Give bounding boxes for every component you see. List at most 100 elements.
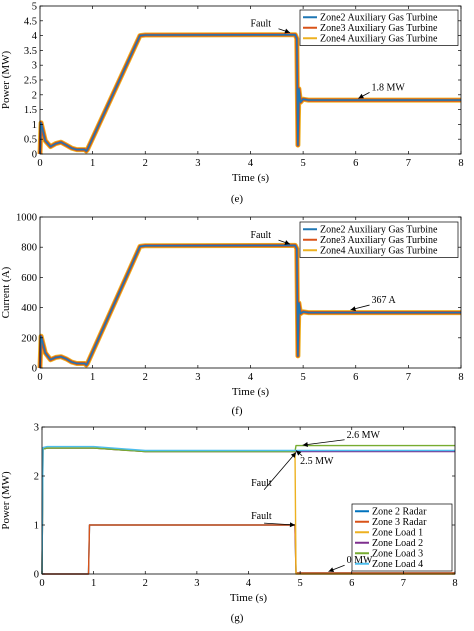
x-tick-label: 2 (143, 158, 148, 169)
x-tick-label: 3 (195, 372, 200, 383)
annotation-arrow (263, 452, 297, 491)
x-tick-label: 1 (90, 158, 95, 169)
panel-g: 0 1 2 3 4 5 6 7 8 0 1 2 3 Time (s) Power (MW) (g) Zo… (0, 423, 458, 625)
annotation-label: 2.5 MW (300, 456, 334, 467)
panel-e-series-line-2 (38, 33, 461, 155)
x-tick-label: 3 (194, 578, 199, 589)
panel-e-x-axis-label: Time (s) (232, 172, 270, 184)
y-tick-label: 0 (34, 570, 39, 581)
x-tick-label: 1 (90, 372, 95, 383)
panel-e: 0 1 2 3 4 5 6 7 800.511.522.533.544.55 Time (s) … (0, 2, 464, 206)
panel-e-caption: (e) (231, 193, 244, 205)
panel-f: 0 1 2 3 4 5 6 7 8 0 200 400 600 800 1000 Time (s) Curr… (0, 213, 464, 418)
x-tick-label: 8 (458, 158, 463, 169)
legend-box (299, 221, 459, 258)
y-tick-label: 600 (21, 273, 37, 284)
y-tick-label: 0 (32, 150, 37, 161)
annotation-arrowhead (302, 442, 308, 447)
panel-f-ticks: 0 1 2 3 4 5 6 7 8 0 200 400 600 800 1000 (16, 213, 464, 384)
legend-entry: Zone3 Auxiliary Gas Turbine (320, 235, 438, 246)
x-tick-label: 4 (248, 372, 254, 383)
legend-entry: Zone 3 Radar (372, 517, 427, 528)
x-tick-label: 2 (143, 372, 148, 383)
y-tick-label: 0 (32, 364, 37, 375)
annotation-arrowhead (358, 93, 364, 99)
panel-g-annotations: 2.6 MW 2.5 MW Fault Fault 0 MW (251, 430, 381, 573)
x-tick-label: 5 (301, 158, 306, 169)
y-tick-label: 3 (34, 423, 39, 434)
y-tick-label: 0.5 (24, 135, 37, 146)
panel-f-series-line-3 (37, 242, 461, 369)
annotation-label: 1.8 MW (372, 82, 406, 93)
x-tick-label: 2 (143, 578, 148, 589)
legend-entry: Zone Load 4 (372, 559, 423, 570)
annotation-label: Fault (251, 19, 272, 30)
x-tick-label: 6 (353, 372, 358, 383)
panel-e-ticks: 0 1 2 3 4 5 6 7 8 0 0.5 1 1.5 2 2.5 3 3.5 4 4.5 5 (24, 2, 464, 170)
legend-entry: Zone Load 3 (372, 549, 423, 560)
panel-g-series (41, 444, 455, 575)
x-tick-label: 7 (401, 578, 406, 589)
panel-g-y-axis-label: Power (MW) (0, 471, 12, 530)
legend-entry: Zone4 Auxiliary Gas Turbine (320, 246, 438, 257)
annotation-arrowhead (328, 567, 335, 573)
y-tick-label: 5 (32, 2, 37, 13)
annotation-arrow (302, 439, 345, 446)
annotation-label: 367 A (372, 295, 397, 306)
panel-g-ticks: 0 1 2 3 4 5 6 7 8 0 1 2 3 (34, 423, 458, 590)
x-tick-label: 7 (406, 372, 411, 383)
panel-e-series-line-3 (37, 32, 461, 155)
panel-f-plot-area: 0 1 2 3 4 5 6 7 8 0 200 400 600 800 1000 (16, 213, 464, 384)
annotation-label: 2.6 MW (347, 430, 381, 441)
panel-f-annotations: Fault 367 A (251, 230, 397, 312)
panel-e-series-line-1 (39, 33, 461, 155)
x-tick-label: 5 (301, 372, 306, 383)
panel-g-caption: (g) (231, 612, 244, 624)
x-tick-label: 8 (452, 578, 457, 589)
y-tick-label: 1 (32, 120, 37, 131)
panel-g-series-line-5 (41, 444, 455, 575)
y-tick-label: 800 (21, 243, 37, 254)
y-tick-label: 1.5 (24, 105, 37, 116)
legend-entry: Zone2 Auxiliary Gas Turbine (320, 13, 438, 24)
x-tick-label: 6 (349, 578, 354, 589)
legend-box (299, 9, 459, 46)
annotation-arrowhead (290, 452, 296, 458)
legend-entry: Zone Load 2 (372, 538, 423, 549)
panel-f-y-axis-label: Current (A) (0, 266, 12, 318)
annotation-arrow (264, 522, 295, 526)
x-tick-label: 0 (37, 158, 42, 169)
panel-g-series-line-6 (41, 445, 455, 575)
x-tick-label: 1 (91, 578, 96, 589)
x-tick-label: 4 (248, 158, 254, 169)
y-tick-label: 4.5 (24, 16, 37, 27)
annotation-label: Fault (251, 478, 272, 489)
annotation-arrowhead (289, 522, 295, 528)
y-tick-label: 200 (21, 333, 37, 344)
panel-f-x-axis-label: Time (s) (232, 386, 270, 398)
panel-e-series (37, 32, 461, 155)
x-tick-label: 0 (39, 578, 44, 589)
x-tick-label: 6 (353, 158, 358, 169)
annotation-label: Fault (251, 230, 272, 241)
legend-entry: Zone4 Auxiliary Gas Turbine (320, 34, 438, 45)
x-tick-label: 8 (458, 372, 463, 383)
y-tick-label: 1000 (16, 213, 37, 224)
annotation-label: 0 MW (347, 555, 373, 566)
panel-f-series-line-2 (38, 243, 461, 369)
panel-f-caption: (f) (232, 405, 243, 417)
y-tick-label: 400 (21, 303, 37, 314)
legend-entry: Zone3 Auxiliary Gas Turbine (320, 23, 438, 34)
x-tick-label: 7 (406, 158, 411, 169)
annotation-arrowhead (350, 306, 356, 312)
legend-entry: Zone2 Auxiliary Gas Turbine (320, 225, 438, 236)
annotation-arrowhead (295, 450, 302, 456)
legend-box (351, 503, 453, 572)
y-tick-label: 3.5 (24, 46, 37, 57)
x-tick-label: 5 (298, 578, 303, 589)
legend-entry: Zone Load 1 (372, 528, 423, 539)
panel-e-plot-area: 0 1 2 3 4 5 6 7 8 0 0.5 1 1.5 2 2.5 3 3.5 4 4.5 5 (24, 2, 464, 170)
